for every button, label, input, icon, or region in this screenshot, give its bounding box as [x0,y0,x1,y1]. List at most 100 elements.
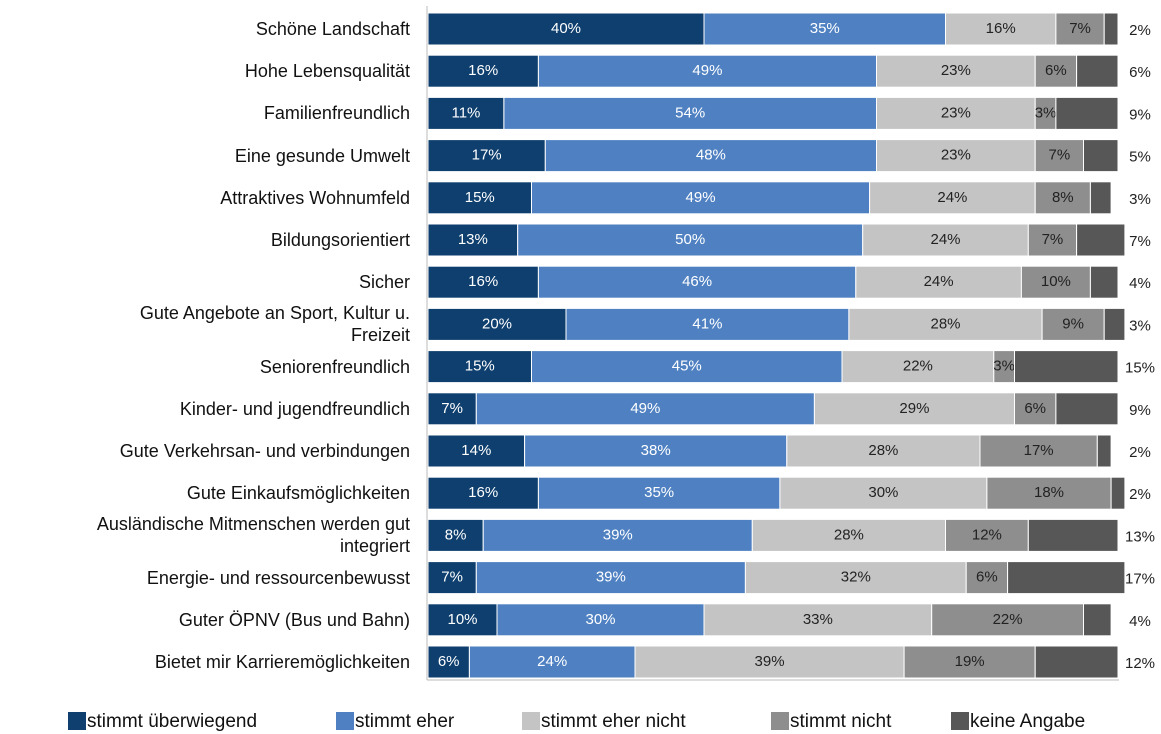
bar-segment [427,561,477,595]
bar-segment [427,392,477,426]
data-label: 12% [1125,655,1155,672]
bar-segment [841,350,995,384]
bar-segment [1083,603,1112,637]
data-label: 50% [675,231,705,248]
data-label: 6% [1129,64,1151,81]
legend-swatch [771,712,789,730]
bar-segment [427,603,498,637]
data-label: 28% [930,315,960,332]
bar-segment [537,476,781,510]
data-label: 13% [1125,528,1155,545]
data-label: 6% [976,569,998,586]
data-label: 18% [1034,484,1064,501]
data-label: 49% [630,400,660,417]
bar-segment [565,307,850,341]
data-label: 48% [696,147,726,164]
bar-segment [1034,54,1078,88]
bar-segment [869,181,1036,215]
bar-segment [503,96,877,130]
data-label: 4% [1129,613,1151,630]
bar-segment [482,518,753,552]
legend-label: stimmt überwiegend [87,711,257,732]
legend-label: stimmt nicht [790,711,892,732]
data-label: 6% [1045,62,1067,79]
data-label: 3% [1035,104,1057,121]
bar-segment [517,223,864,257]
data-label: 17% [472,147,502,164]
category-label: Gute Angebote an Sport, Kultur u. Freize… [139,303,410,346]
data-label: 12% [972,526,1002,543]
data-label: 7% [441,569,463,586]
bar-segment [862,223,1029,257]
bar-segment [1089,265,1119,299]
data-label: 24% [537,653,567,670]
bar-segment [903,645,1036,679]
bar-segment [855,265,1022,299]
data-label: 28% [834,526,864,543]
data-label: 3% [993,358,1015,375]
data-label: 10% [1041,273,1071,290]
bar-segment [1055,12,1105,46]
bar-segment [1034,645,1119,679]
category-label: Schöne Landschaft [255,19,410,39]
data-label: 15% [1125,360,1155,377]
bar-segment [524,434,788,468]
bar-segment [427,223,519,257]
bar-segment [848,307,1043,341]
data-label: 45% [672,358,702,375]
bar-segment [1007,561,1126,595]
data-label: 9% [1062,315,1084,332]
category-label: Ausländische Mitmenschen werden gut inte… [96,514,410,557]
legend-label: keine Angabe [970,711,1085,732]
bar-segment [1089,181,1112,215]
data-label: 16% [468,484,498,501]
bar-segment [986,476,1112,510]
category-label: Bietet mir Karrieremöglichkeiten [154,652,410,672]
data-label: 3% [1129,317,1151,334]
data-label: 35% [810,20,840,37]
data-label: 10% [447,611,477,628]
data-label: 4% [1129,275,1151,292]
bar-segment [1055,392,1119,426]
data-label: 3% [1129,191,1151,208]
data-label: 8% [1052,189,1074,206]
bar-segment [427,96,505,130]
bar-segment [427,476,539,510]
bar-segment [1076,54,1119,88]
data-label: 39% [596,569,626,586]
data-label: 40% [551,20,581,37]
bar-segment [1027,518,1119,552]
bar-segment [544,139,877,173]
legend-label: stimmt eher [355,711,455,732]
bar-segment [1027,223,1078,257]
data-label: 7% [1042,231,1064,248]
data-label: 16% [986,20,1016,37]
bar-segment [531,181,871,215]
data-label: 8% [445,526,467,543]
category-label: Hohe Lebensqualität [244,61,410,82]
data-label: 13% [458,231,488,248]
category-label: Energie- und ressourcenbewusst [146,567,410,588]
data-label: 30% [868,484,898,501]
data-label: 7% [1069,20,1091,37]
bar-segment [1034,181,1091,215]
category-label: Sicher [358,272,410,293]
data-label: 5% [1129,149,1151,166]
bar-segment [945,518,1029,552]
data-label: 29% [899,400,929,417]
bar-segment [703,12,946,46]
data-label: 9% [1129,106,1151,123]
bar-segment [537,54,878,88]
category-label: Gute Verkehrsan- und verbindungen [119,441,410,461]
data-label: 41% [692,315,722,332]
bar-segment [979,434,1098,468]
bar-segment [427,181,532,215]
data-label: 23% [941,147,971,164]
bar-segment [427,434,526,468]
bar-segment [1096,434,1112,468]
category-label: Seniorenfreundlich [259,356,410,377]
data-label: 24% [937,189,967,206]
bar-segment [876,96,1036,130]
data-label: 2% [1129,22,1151,39]
